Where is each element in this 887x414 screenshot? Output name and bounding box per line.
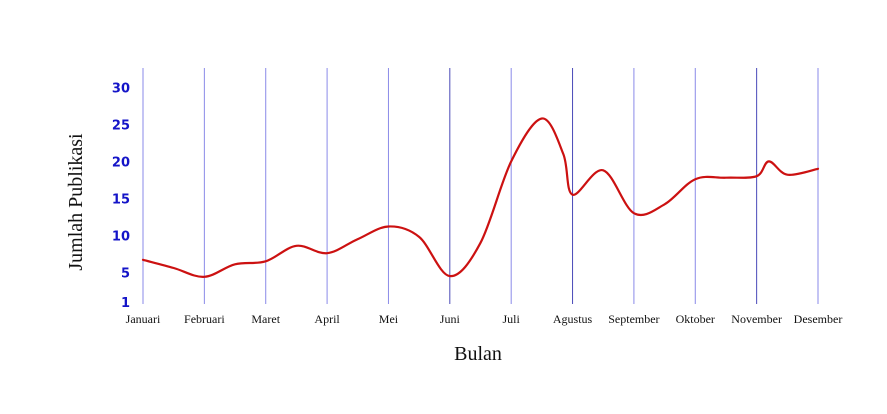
x-tick-desember: Desember [794, 312, 843, 326]
series-line [141, 117, 820, 278]
y-tick-30: 30 [112, 81, 130, 96]
y-tick-10: 10 [112, 229, 130, 244]
x-tick-juli: Juli [503, 312, 521, 326]
y-tick-1: 1 [121, 296, 130, 311]
x-tick-november: November [731, 312, 782, 326]
x-tick-april: April [314, 312, 340, 326]
x-tick-agustus: Agustus [553, 312, 593, 326]
x-tick-juni: Juni [440, 312, 461, 326]
vertical-gridlines [142, 68, 819, 304]
x-tick-september: September [608, 312, 659, 326]
x-tick-januari: Januari [126, 312, 161, 326]
y-axis-title: Jumlah Publikasi [65, 133, 87, 271]
x-tick-oktober: Oktober [676, 312, 715, 326]
y-tick-20: 20 [112, 155, 130, 170]
x-axis-tick-labels: Januari Februari Maret April Mei Juni Juli Agus… [126, 312, 843, 326]
x-tick-mei: Mei [379, 312, 399, 326]
y-tick-5: 5 [121, 266, 130, 281]
x-tick-februari: Februari [184, 312, 225, 326]
x-axis-title: Bulan [454, 343, 502, 365]
y-tick-15: 15 [112, 192, 130, 207]
x-tick-maret: Maret [251, 312, 280, 326]
y-tick-25: 25 [112, 118, 130, 133]
